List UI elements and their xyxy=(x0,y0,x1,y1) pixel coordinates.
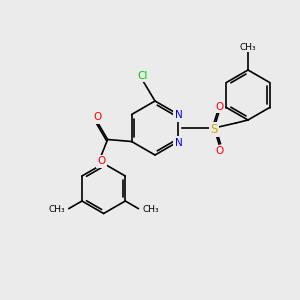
Text: S: S xyxy=(210,123,218,136)
Text: O: O xyxy=(215,146,223,156)
Text: N: N xyxy=(175,110,182,121)
Text: O: O xyxy=(215,102,223,112)
Text: O: O xyxy=(98,157,106,166)
Text: CH₃: CH₃ xyxy=(142,205,159,214)
Text: CH₃: CH₃ xyxy=(240,43,256,52)
Text: Cl: Cl xyxy=(138,71,148,81)
Text: O: O xyxy=(94,112,102,122)
Text: CH₃: CH₃ xyxy=(48,205,65,214)
Text: N: N xyxy=(175,137,182,148)
